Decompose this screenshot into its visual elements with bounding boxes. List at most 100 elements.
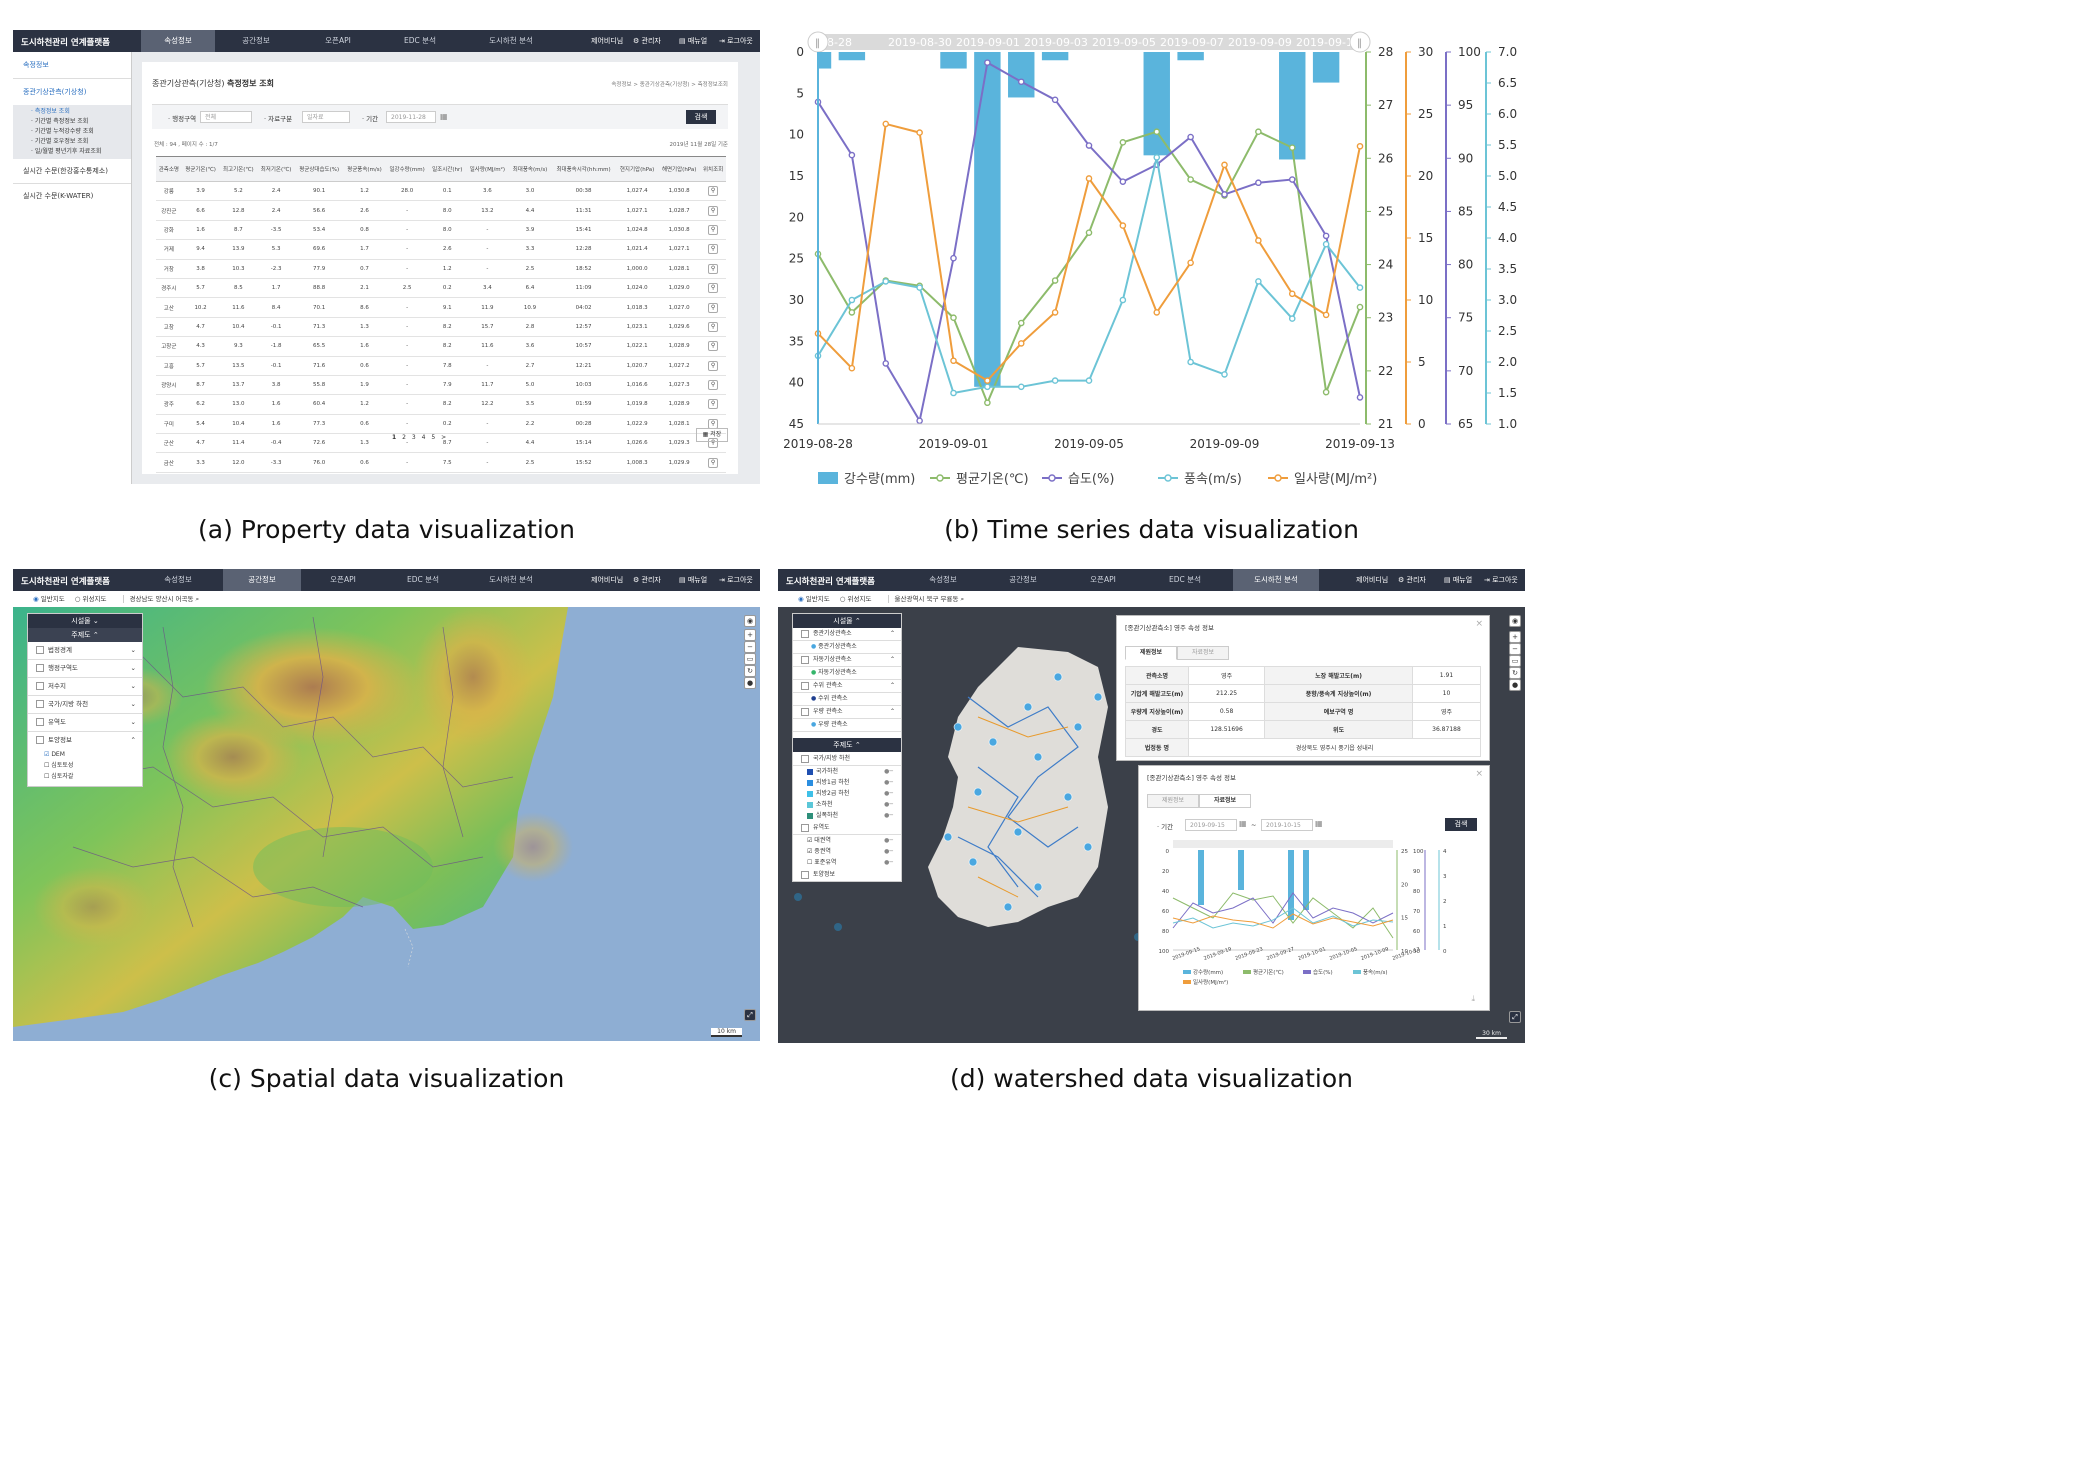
themes-header[interactable]: 주제도 ⌃ bbox=[28, 628, 142, 642]
nav-spatial[interactable]: 공간정보 bbox=[242, 36, 270, 45]
rain-bar[interactable] bbox=[1303, 850, 1309, 910]
data-point[interactable] bbox=[1187, 133, 1194, 141]
fullscreen-icon[interactable]: ⤢ bbox=[744, 1009, 756, 1021]
nav-spatial[interactable]: 공간정보 bbox=[1009, 575, 1037, 584]
toggle-icon[interactable]: ●─ bbox=[884, 812, 893, 819]
data-point[interactable] bbox=[1017, 78, 1025, 86]
search-button[interactable]: 검색 bbox=[686, 110, 716, 124]
data-point[interactable] bbox=[1017, 340, 1025, 347]
legend-item[interactable]: 평균기온(℃) bbox=[1243, 968, 1284, 976]
rain-bar[interactable] bbox=[1041, 52, 1069, 61]
data-point[interactable] bbox=[1051, 96, 1059, 104]
tab-spec[interactable]: 제원정보 bbox=[1147, 794, 1199, 808]
rain-bar[interactable] bbox=[974, 52, 1001, 387]
terrain-map[interactable] bbox=[13, 607, 760, 1041]
rain-bar[interactable] bbox=[940, 52, 967, 69]
calendar-icon[interactable]: ▦ bbox=[1315, 819, 1323, 828]
logout-link[interactable]: ⇥ 로그아웃 bbox=[719, 576, 753, 584]
nav-property[interactable]: 속성정보 bbox=[141, 30, 215, 52]
data-point[interactable] bbox=[1288, 144, 1296, 151]
data-point[interactable] bbox=[1187, 358, 1194, 366]
basin-layer[interactable]: ☑ 대권역 ●─ bbox=[807, 837, 893, 844]
page-5[interactable]: 5 bbox=[431, 434, 436, 441]
basin-layer[interactable]: ☑ 중권역 ●─ bbox=[807, 848, 893, 855]
manual-link[interactable]: ▤ 매뉴얼 bbox=[679, 37, 708, 45]
map-pin-icon[interactable]: ⚲ bbox=[708, 263, 719, 274]
layer-basin-group[interactable]: 유역도 bbox=[793, 821, 901, 835]
data-point[interactable] bbox=[1255, 179, 1262, 187]
calendar-icon[interactable]: ▦ bbox=[1239, 819, 1247, 828]
nav-river-analysis[interactable]: 도시하천 분석 bbox=[489, 36, 533, 45]
data-point[interactable] bbox=[984, 59, 991, 66]
calendar-icon[interactable]: ▦ bbox=[440, 112, 448, 121]
facility-layer[interactable]: ● 자동기상관측소 bbox=[793, 667, 901, 680]
nav-openapi[interactable]: 오픈API bbox=[325, 36, 351, 45]
data-point[interactable] bbox=[984, 399, 991, 407]
toggle-icon[interactable]: ●─ bbox=[884, 801, 893, 808]
rain-bar[interactable] bbox=[1008, 52, 1035, 98]
data-point[interactable] bbox=[848, 364, 856, 372]
data-point[interactable] bbox=[1288, 290, 1296, 298]
data-point[interactable] bbox=[1085, 142, 1093, 149]
data-point[interactable] bbox=[1322, 240, 1330, 248]
sidebar-sub-measure[interactable]: · 측정정보 조회 bbox=[13, 107, 131, 117]
rain-bar[interactable] bbox=[1198, 850, 1204, 905]
data-point[interactable] bbox=[1356, 303, 1364, 311]
data-point[interactable] bbox=[1051, 309, 1059, 316]
map-pin-icon[interactable]: ⚲ bbox=[708, 457, 719, 468]
admin-link[interactable]: ⚙ 관리자 bbox=[1398, 576, 1426, 584]
map-pin-icon[interactable]: ⚲ bbox=[708, 302, 719, 313]
radio-satellite-map[interactable]: ○ 위성지도 bbox=[839, 595, 872, 603]
data-point[interactable] bbox=[1322, 388, 1330, 396]
data-point[interactable] bbox=[1153, 154, 1161, 161]
rain-bar[interactable] bbox=[1177, 52, 1204, 61]
sidebar-item-hanriver[interactable]: 실시간 수문(한강홍수통제소) bbox=[13, 159, 131, 184]
basin-layer[interactable]: ☐ 표준유역 ●─ bbox=[807, 859, 893, 866]
layer-dem[interactable]: ☑ DEM bbox=[44, 751, 65, 758]
legend-item[interactable]: 평균기온(℃) bbox=[930, 472, 1029, 487]
radio-satellite-map[interactable]: ○ 위성지도 bbox=[74, 595, 107, 603]
data-point[interactable] bbox=[1051, 277, 1059, 284]
zoom-out-icon[interactable]: − bbox=[744, 641, 756, 653]
layer-reservoir[interactable]: 저수지 ⌄ bbox=[28, 678, 142, 696]
radio-general-map[interactable]: ◉ 일반지도 bbox=[33, 595, 65, 603]
toggle-icon[interactable]: ●─ bbox=[884, 790, 893, 797]
nav-edc[interactable]: EDC 분석 bbox=[407, 575, 439, 584]
legend-item[interactable]: 습도(%) bbox=[1042, 472, 1114, 487]
layer-admin-area[interactable]: 행정구역도 ⌄ bbox=[28, 660, 142, 678]
data-point[interactable] bbox=[984, 377, 991, 384]
admin-link[interactable]: ⚙ 관리자 bbox=[633, 576, 661, 584]
map-pin-icon[interactable]: ⚲ bbox=[708, 283, 719, 294]
map-pin-icon[interactable]: ⚲ bbox=[708, 224, 719, 235]
layer-legal-boundary[interactable]: 법정경계 ⌄ bbox=[28, 642, 142, 660]
data-point[interactable] bbox=[1085, 175, 1093, 182]
map-canvas[interactable] bbox=[13, 607, 760, 1041]
address-search[interactable]: 경상남도 양산시 어곡동 ⌕ bbox=[122, 595, 200, 603]
legend-item[interactable]: 풍속(m/s) bbox=[1353, 968, 1388, 976]
date-from-input[interactable]: 2019-09-15 bbox=[1185, 819, 1237, 831]
data-point[interactable] bbox=[1153, 128, 1161, 136]
tab-data[interactable]: 자료정보 bbox=[1177, 646, 1229, 660]
region-select[interactable]: 전체 bbox=[200, 111, 252, 123]
map-pin-icon[interactable]: ⚲ bbox=[708, 380, 719, 391]
data-point[interactable] bbox=[1288, 176, 1296, 183]
toggle-icon[interactable]: ●─ bbox=[884, 848, 893, 855]
nav-edc[interactable]: EDC 분석 bbox=[1169, 575, 1201, 584]
rain-bar[interactable] bbox=[1238, 850, 1244, 890]
page-4[interactable]: 4 bbox=[421, 434, 426, 441]
layer-subsoil-gravel[interactable]: ☐ 심토자갈 bbox=[44, 773, 74, 780]
data-point[interactable] bbox=[1017, 383, 1025, 391]
date-to-input[interactable]: 2019-10-15 bbox=[1261, 819, 1313, 831]
toggle-icon[interactable]: ●─ bbox=[884, 779, 893, 786]
zoom-in-icon[interactable]: + bbox=[1509, 631, 1521, 643]
map-pin-icon[interactable]: ⚲ bbox=[708, 341, 719, 352]
data-point[interactable] bbox=[984, 383, 991, 391]
facility-layer[interactable]: ● 수위 관측소 bbox=[793, 693, 901, 706]
legend-item[interactable]: 강수량(mm) bbox=[818, 472, 915, 487]
location-icon[interactable]: ● bbox=[744, 677, 756, 689]
facility-group[interactable]: 종관기상관측소 ⌃ bbox=[793, 628, 901, 641]
data-point[interactable] bbox=[1255, 237, 1262, 244]
sidebar-section-property[interactable]: 속정정보 bbox=[13, 52, 131, 79]
data-point[interactable] bbox=[882, 360, 890, 367]
legend-item[interactable]: 습도(%) bbox=[1303, 968, 1333, 976]
